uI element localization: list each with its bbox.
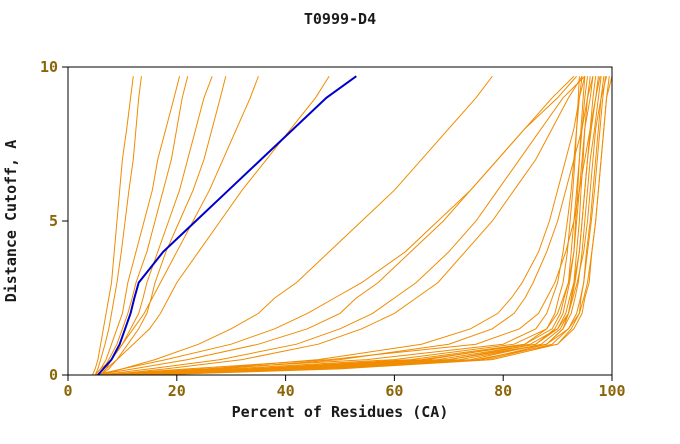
orange-model-curve (100, 76, 227, 376)
orange-model-curve (111, 76, 608, 376)
orange-model-curve (100, 76, 583, 376)
orange-model-curve (122, 76, 586, 376)
orange-model-curve (122, 76, 613, 376)
x-tick-label: 60 (385, 382, 403, 400)
orange-model-curve (122, 76, 602, 376)
orange-model-curve (95, 75, 578, 376)
x-tick-label: 0 (63, 382, 72, 400)
orange-model-curve (111, 76, 594, 376)
orange-model-curve (116, 76, 599, 376)
y-tick-label: 0 (49, 366, 58, 384)
orange-model-curve (144, 76, 606, 376)
orange-model-curve (133, 76, 610, 376)
blue-highlight-curve (97, 75, 357, 376)
chart-title: T0999-D4 (304, 10, 376, 28)
orange-model-curve (106, 75, 583, 376)
y-tick-label: 10 (40, 58, 58, 76)
orange-model-curve (100, 75, 330, 376)
orange-model-curve (100, 75, 586, 376)
x-tick-label: 100 (598, 382, 625, 400)
orange-model-curve (138, 76, 591, 376)
y-tick-label: 5 (49, 212, 58, 230)
orange-model-curve (106, 76, 594, 376)
orange-model-curve (100, 76, 601, 376)
orange-model-curve (97, 76, 189, 376)
x-tick-label: 20 (168, 382, 186, 400)
x-tick-label: 40 (277, 382, 295, 400)
y-axis-label: Distance Cutoff, A (2, 140, 20, 303)
orange-model-curve (100, 76, 213, 376)
orange-model-curve (100, 75, 493, 376)
x-tick-label: 80 (494, 382, 512, 400)
orange-model-curve (94, 76, 181, 376)
orange-model-curve (92, 76, 134, 376)
orange-model-curve (94, 76, 142, 376)
orange-model-curve (149, 76, 605, 376)
orange-model-curve (106, 76, 586, 376)
orange-model-curve (94, 76, 259, 376)
plot-area: 0 20 40 60 80 100 0 5 10 (40, 58, 626, 400)
x-axis-label: Percent of Residues (CA) (232, 403, 449, 421)
orange-model-curve (127, 76, 597, 376)
orange-model-curve (116, 76, 580, 376)
